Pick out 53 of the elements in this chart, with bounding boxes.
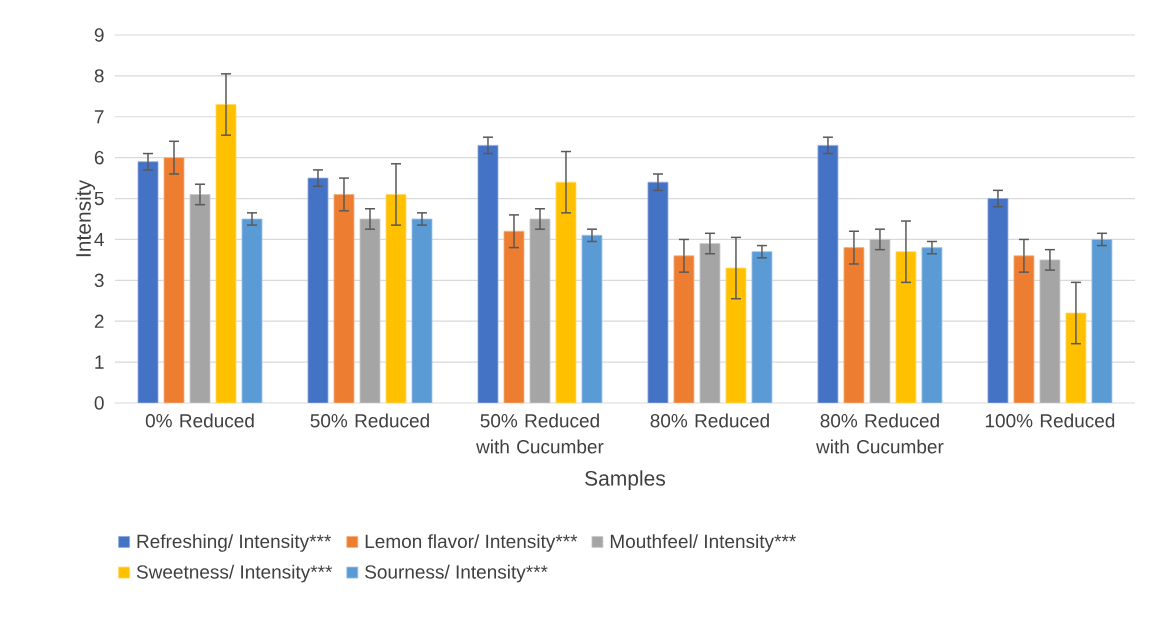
bar (307, 177, 329, 403)
bar (581, 234, 603, 403)
legend-label: Lemon flavor/ Intensity*** (365, 534, 578, 552)
y-tick-label: 5 (94, 191, 104, 206)
bar (921, 247, 943, 403)
y-tick-label: 8 (94, 69, 104, 83)
legend-label: Mouthfeel/ Intensity*** (610, 534, 796, 552)
y-tick-label: 6 (94, 150, 104, 165)
bar (699, 243, 721, 403)
y-tick-label: 1 (95, 355, 104, 369)
bar (869, 239, 891, 403)
y-tick-label: 7 (94, 110, 104, 124)
legend-label: Sweetness/ Intensity*** (136, 564, 333, 583)
x-tick-label: 80% Reduced (650, 413, 769, 428)
y-axis-title: Intensity (75, 179, 96, 257)
bar (987, 198, 1009, 403)
y-tick-label: 4 (94, 232, 104, 246)
bar (137, 161, 159, 403)
bar (1039, 259, 1061, 403)
bar (751, 251, 773, 403)
bar (359, 218, 381, 403)
legend-label: Sourness/ Intensity*** (365, 564, 548, 583)
bar (673, 255, 695, 403)
x-tick-label: 80% Reduced with Cucumber (816, 413, 944, 454)
bar (843, 247, 865, 403)
bar (529, 218, 551, 403)
bar (1013, 255, 1035, 403)
bar (555, 181, 577, 403)
bar (1091, 239, 1113, 403)
x-axis-title: Samples (585, 470, 666, 490)
bar (1065, 312, 1087, 403)
bar (895, 251, 917, 403)
bar (503, 230, 525, 403)
x-tick-label: 50% Reduced (310, 413, 429, 428)
y-tick-label: 3 (94, 273, 104, 288)
bar (333, 194, 355, 403)
x-tick-label: 0% Reduced (145, 413, 254, 428)
bar (817, 144, 839, 403)
x-tick-label: 100% Reduced (985, 413, 1115, 428)
bar (647, 181, 669, 403)
x-tick-label: 50% Reduced with Cucumber (476, 413, 604, 454)
y-tick-label: 2 (94, 314, 104, 328)
bar (215, 104, 237, 403)
bar (477, 144, 499, 403)
bar (385, 194, 407, 403)
bar (241, 218, 263, 403)
bar (725, 267, 747, 403)
bar (163, 157, 185, 403)
legend-label: Refreshing/ Intensity*** (137, 534, 332, 552)
y-tick-label: 0 (94, 396, 104, 410)
bar (189, 194, 211, 403)
y-tick-label: 9 (94, 28, 104, 42)
bar (411, 218, 433, 403)
